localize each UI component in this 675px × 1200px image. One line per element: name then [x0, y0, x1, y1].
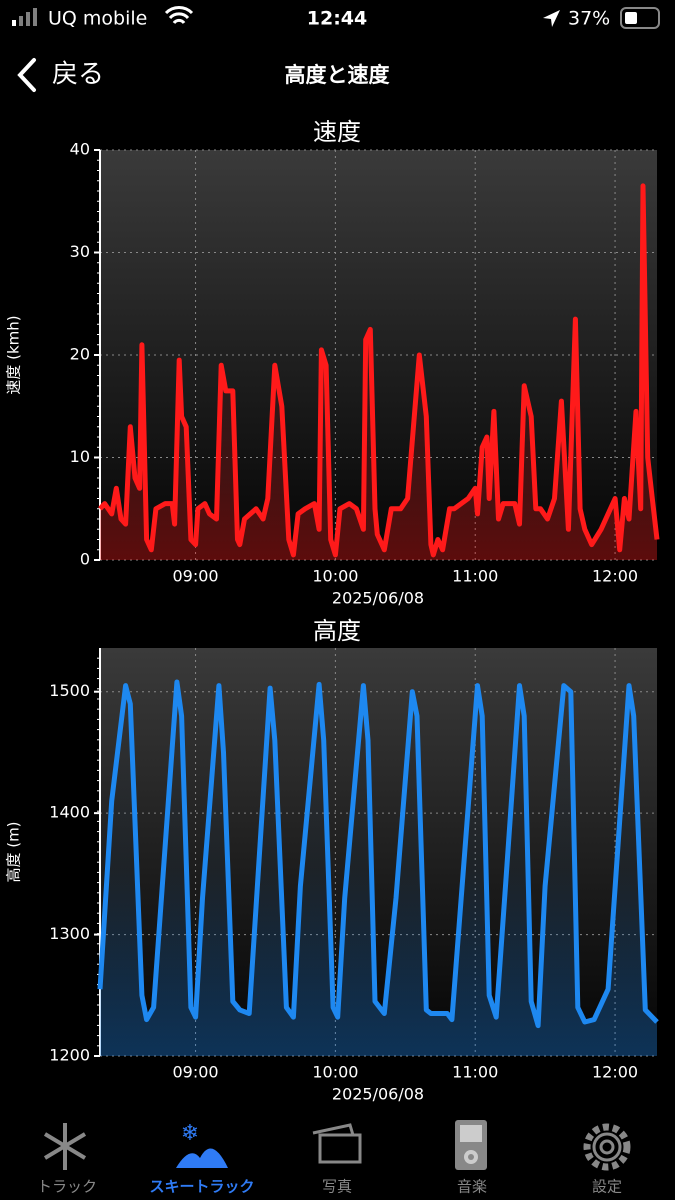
tab-label[interactable]: 設定: [592, 1178, 622, 1196]
x-tick-label: 12:00: [592, 1063, 638, 1082]
tab-label[interactable]: トラック: [37, 1178, 97, 1196]
svg-text:❄: ❄: [181, 1121, 199, 1146]
battery-level: 37%: [568, 8, 610, 30]
nav-title: 高度と速度: [285, 63, 390, 87]
tab-label[interactable]: 写真: [322, 1178, 352, 1196]
carrier: UQ mobile: [48, 8, 147, 30]
tab-label[interactable]: 音楽: [457, 1178, 487, 1196]
x-tick-label: 11:00: [452, 567, 498, 586]
y-tick-label: 40: [70, 140, 90, 159]
area-fill: [100, 682, 657, 1056]
back-chevron[interactable]: [17, 58, 36, 92]
x-axis-label: 2025/06/08: [332, 589, 424, 608]
series-line: [97, 679, 659, 1029]
tab-label[interactable]: スキートラック: [149, 1178, 254, 1196]
y-axis-label: 高度 (m): [5, 821, 23, 882]
photo-icon[interactable]: [312, 1123, 362, 1164]
snowflake-icon[interactable]: [43, 1123, 87, 1170]
battery-icon: [620, 7, 660, 29]
y-tick-label: 1200: [49, 1046, 90, 1065]
music-icon[interactable]: [455, 1120, 487, 1170]
x-tick-label: 11:00: [452, 1063, 498, 1082]
signal-icon: [12, 8, 37, 26]
y-tick-label: 20: [70, 345, 90, 364]
wifi-icon: [164, 6, 194, 25]
back-label[interactable]: 戻る: [52, 60, 104, 90]
y-tick-label: 1400: [49, 803, 90, 822]
settings-icon[interactable]: [583, 1123, 631, 1171]
ski-icon[interactable]: ❄: [176, 1121, 228, 1168]
x-axis-label: 2025/06/08: [332, 1085, 424, 1104]
x-tick-label: 12:00: [592, 567, 638, 586]
back-button[interactable]: 戻る: [17, 58, 104, 92]
series-line: [98, 183, 660, 558]
clock: 12:44: [307, 8, 367, 30]
battery-fill: [625, 12, 637, 24]
y-tick-label: 10: [70, 447, 90, 466]
x-tick-label: 09:00: [172, 1063, 218, 1082]
y-tick-label: 30: [70, 242, 90, 261]
y-tick-label: 1300: [49, 924, 90, 943]
x-tick-label: 09:00: [172, 567, 218, 586]
tab-bar: ❄ トラック スキートラック 写真 音楽 設定: [37, 1120, 631, 1196]
x-tick-label: 10:00: [312, 1063, 358, 1082]
y-tick-label: 1500: [49, 681, 90, 700]
y-tick-label: 0: [80, 550, 90, 569]
location-icon: [543, 10, 560, 27]
chart-title: 速度: [313, 118, 361, 146]
chart-title: 高度: [313, 617, 361, 645]
y-axis-label: 速度 (kmh): [5, 315, 23, 394]
x-tick-label: 10:00: [312, 567, 358, 586]
